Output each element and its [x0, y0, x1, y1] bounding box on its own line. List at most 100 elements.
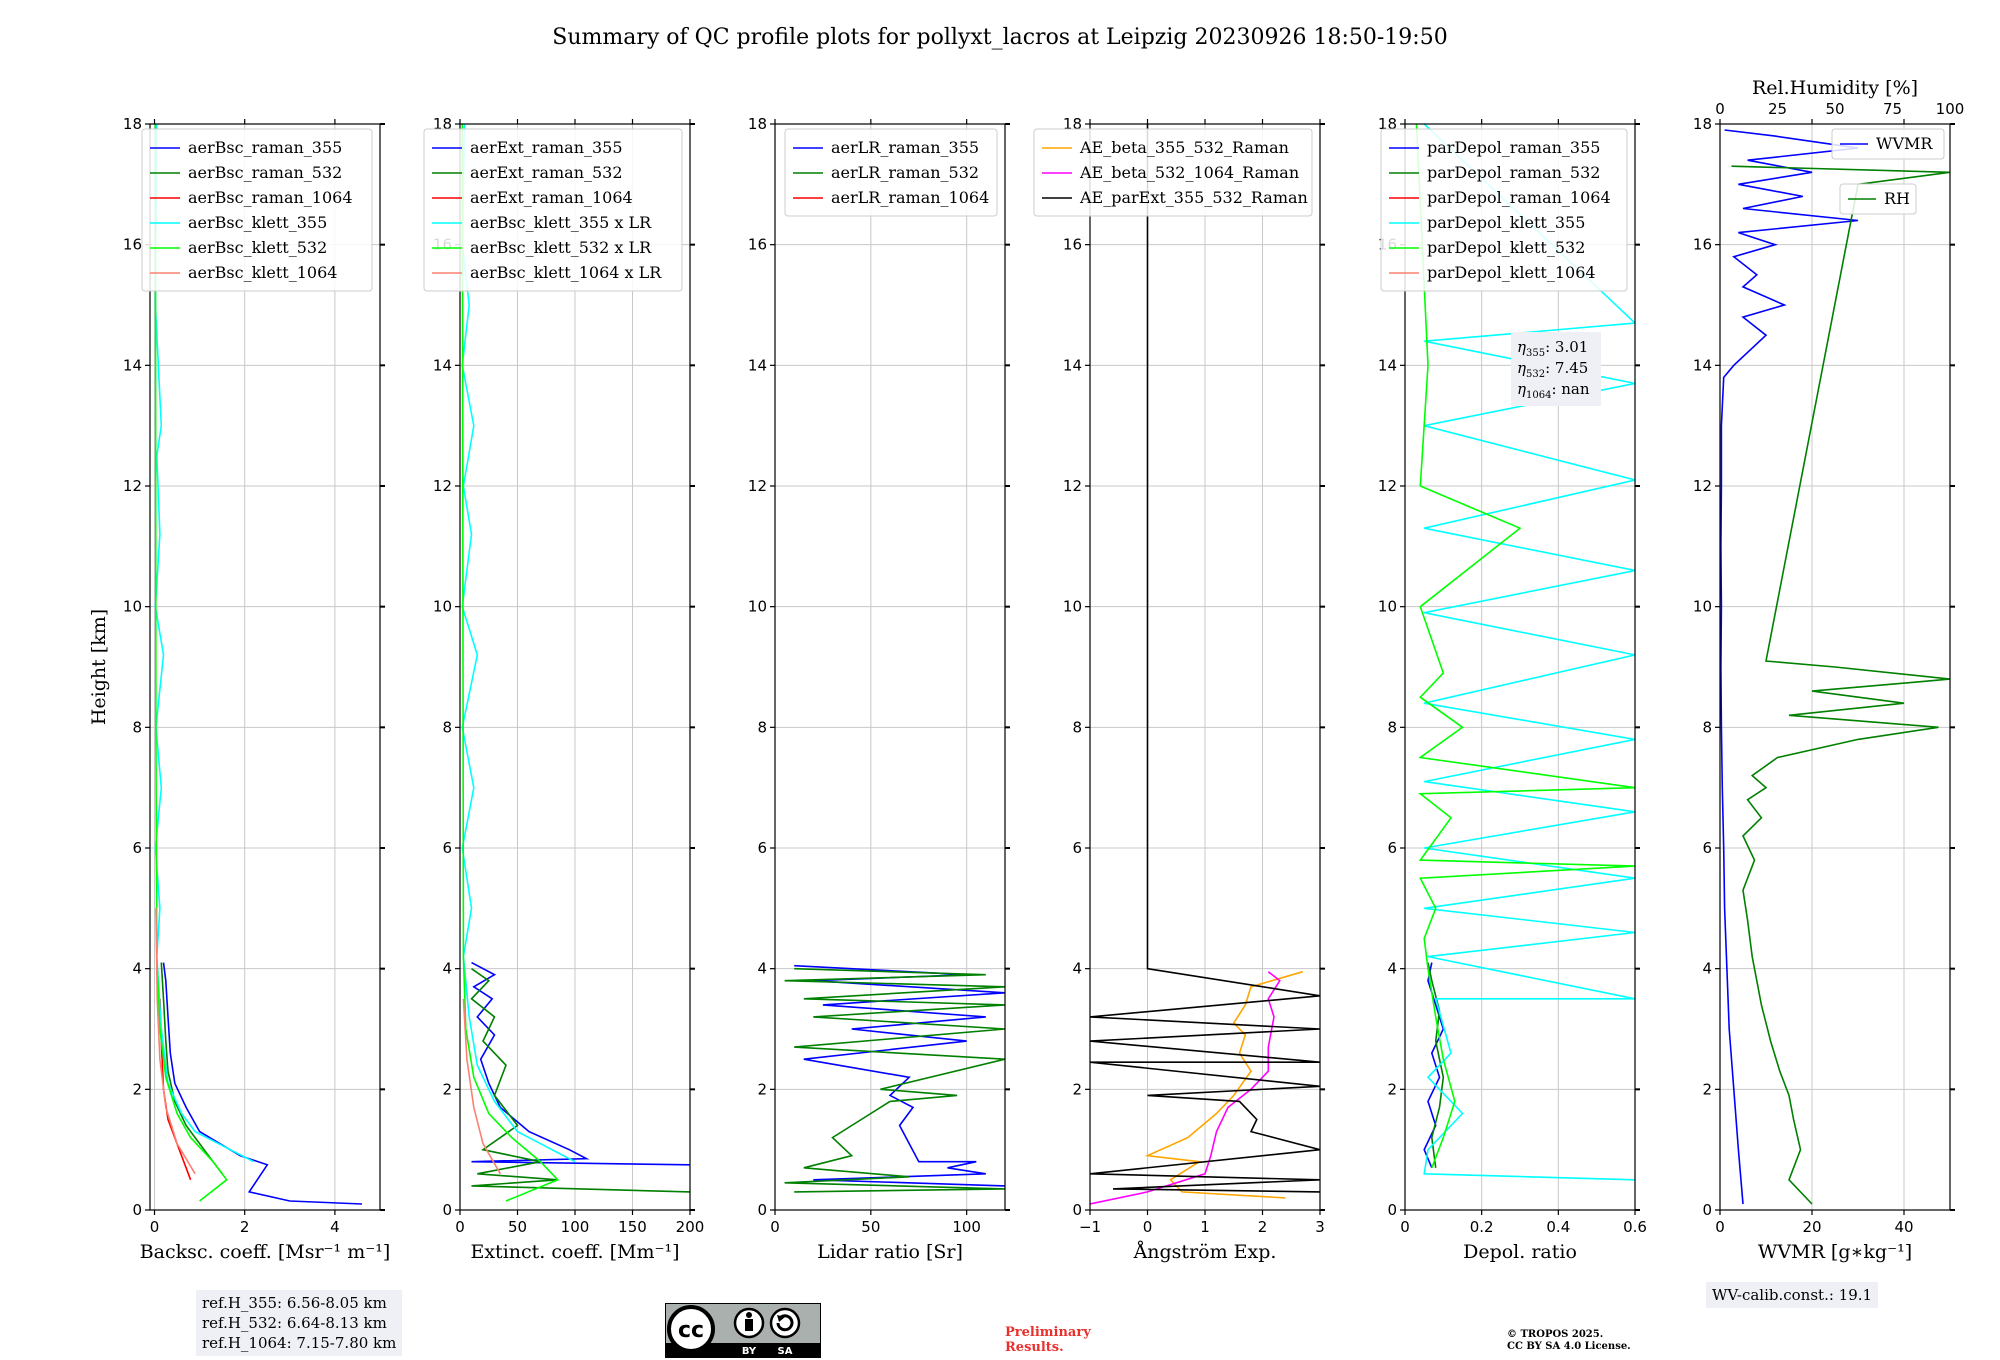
- x-axis-label: WVMR [g∗kg⁻¹]: [1758, 1241, 1912, 1263]
- y-tick-label: 4: [132, 960, 142, 978]
- legend-entry: aerLR_raman_532: [831, 163, 979, 182]
- y-tick-label: 0: [442, 1201, 452, 1219]
- x-tick-label: 20: [1802, 1218, 1821, 1236]
- legend-entry: AE_beta_532_1064_Raman: [1079, 163, 1299, 182]
- x-tick-label: 0: [1143, 1218, 1153, 1236]
- x-tick-label: 2: [1258, 1218, 1268, 1236]
- ref-height-355: ref.H_355: 6.56-8.05 km: [202, 1294, 387, 1312]
- x-tick-label: 1: [1200, 1218, 1210, 1236]
- x-tick-label: 0: [455, 1218, 465, 1236]
- y-tick-label: 4: [1387, 960, 1397, 978]
- series-group: [784, 964, 1005, 1193]
- legend-box: [1033, 128, 1313, 217]
- y-tick-label: 0: [757, 1201, 767, 1219]
- y-tick-label: 12: [748, 477, 767, 495]
- legend-entry: aerExt_raman_1064: [470, 188, 633, 207]
- legend-entry: parDepol_klett_355: [1427, 213, 1585, 232]
- y-tick-label: 2: [1387, 1080, 1397, 1098]
- axes-frame: [774, 123, 1006, 1211]
- y-tick-label: 4: [1702, 960, 1712, 978]
- series-group: [1415, 124, 1635, 1181]
- y-tick-label: 6: [1072, 839, 1082, 857]
- series-line-5: [1415, 124, 1635, 1169]
- y-tick-label: 8: [1702, 718, 1712, 736]
- y-tick-label: 2: [1702, 1080, 1712, 1098]
- series-line-1: [794, 964, 1005, 1187]
- series-group: [1720, 129, 1950, 1205]
- series-line-2: [1731, 165, 1950, 1205]
- panel-1: 0 2 4 6 8 10 12 14 16 18 0 2 4 Backsc. coeff. [Msr⁻¹ …: [88, 115, 390, 1263]
- legend-entry: aerBsc_klett_1064: [188, 263, 337, 282]
- legend-box: [141, 128, 373, 292]
- legend: AE_beta_355_532_Raman AE_beta_532_1064_Ra…: [1033, 128, 1313, 217]
- y-tick-label: 0: [132, 1201, 142, 1219]
- y-tick-label: 18: [1693, 115, 1712, 133]
- x-tick-label: 2: [240, 1218, 250, 1236]
- panel-3: 0 2 4 6 8 10 12 14 16 18 0 50 100 Lidar ratio [Sr] aer…: [748, 115, 1010, 1263]
- legend-entry: aerBsc_klett_532: [188, 238, 327, 257]
- y-tick-label: 16: [123, 236, 142, 254]
- y-tick-label: 12: [1378, 477, 1397, 495]
- y-tick-label: 2: [757, 1080, 767, 1098]
- legend: WVMR RH: [1831, 128, 1945, 215]
- series-line-2: [1090, 971, 1281, 1205]
- y-tick-label: 12: [1063, 477, 1082, 495]
- eta-annotation-355: η355: 3.01: [1517, 338, 1588, 359]
- x2-tick-label: 25: [1768, 100, 1787, 118]
- x-tick-label: −1: [1079, 1218, 1101, 1236]
- y-tick-label: 16: [748, 236, 767, 254]
- series-line-5: [154, 124, 228, 1202]
- y-tick-label: 0: [1072, 1201, 1082, 1219]
- y-tick-label: 6: [442, 839, 452, 857]
- series-group: [154, 124, 363, 1205]
- legend: aerBsc_raman_355 aerBsc_raman_532 aerBsc_r…: [141, 128, 373, 292]
- y-tick-label: 12: [1693, 477, 1712, 495]
- x-tick-label: 0: [770, 1218, 780, 1236]
- legend-box: [423, 128, 683, 292]
- x2-tick-label: 50: [1825, 100, 1844, 118]
- y-tick-label: 16: [1063, 236, 1082, 254]
- y-tick-label: 8: [1072, 718, 1082, 736]
- x-axis-label: Lidar ratio [Sr]: [817, 1241, 963, 1263]
- y-tick-label: 4: [442, 960, 452, 978]
- legend-entry: parDepol_raman_1064: [1427, 188, 1611, 207]
- copyright-line-1: © TROPOS 2025.: [1507, 1329, 1604, 1340]
- series-line-6: [155, 908, 196, 1175]
- legend-entry: aerExt_raman_355: [470, 138, 623, 157]
- copyright-note: © TROPOS 2025. CC BY SA 4.0 License.: [1507, 1329, 1631, 1353]
- y-tick-label: 6: [132, 839, 142, 857]
- y-tick-label: 6: [1387, 839, 1397, 857]
- legend-entry: aerBsc_klett_355: [188, 213, 327, 232]
- y-tick-label: 14: [123, 356, 142, 374]
- share-alike-icon: [769, 1307, 801, 1339]
- legend-entry: aerLR_raman_1064: [831, 188, 989, 207]
- panel-2: 024681012141618050100150200Extinct. coef…: [423, 115, 704, 1263]
- axes-frame: [1404, 123, 1636, 1211]
- legend-entry: aerLR_raman_355: [831, 138, 979, 157]
- x2-tick-label: 75: [1883, 100, 1902, 118]
- y-tick-label: 14: [1378, 356, 1397, 374]
- series-line-1: [1720, 129, 1859, 1205]
- x-tick-label: 50: [861, 1218, 880, 1236]
- x-tick-label: 0.6: [1623, 1218, 1647, 1236]
- x-tick-label: 3: [1315, 1218, 1325, 1236]
- y-tick-label: 14: [1063, 356, 1082, 374]
- y-tick-label: 18: [748, 115, 767, 133]
- legend-entry: WVMR: [1876, 134, 1933, 153]
- reference-height-box: ref.H_355: 6.56-8.05 km ref.H_532: 6.64-…: [196, 1290, 403, 1356]
- legend-entry: aerExt_raman_532: [470, 163, 623, 182]
- y-tick-label: 10: [123, 598, 142, 616]
- y-tick-label: 16: [1693, 236, 1712, 254]
- x-tick-label: 0.2: [1470, 1218, 1494, 1236]
- series-group: [461, 124, 690, 1202]
- cc-by-sa-logo: cc BY SA: [665, 1303, 821, 1358]
- ref-height-1064: ref.H_1064: 7.15-7.80 km: [202, 1334, 397, 1352]
- series-group: [1090, 124, 1320, 1205]
- eta-annotation-box: [1511, 332, 1601, 406]
- y-tick-label: 12: [433, 477, 452, 495]
- series-line-2: [1427, 962, 1445, 1168]
